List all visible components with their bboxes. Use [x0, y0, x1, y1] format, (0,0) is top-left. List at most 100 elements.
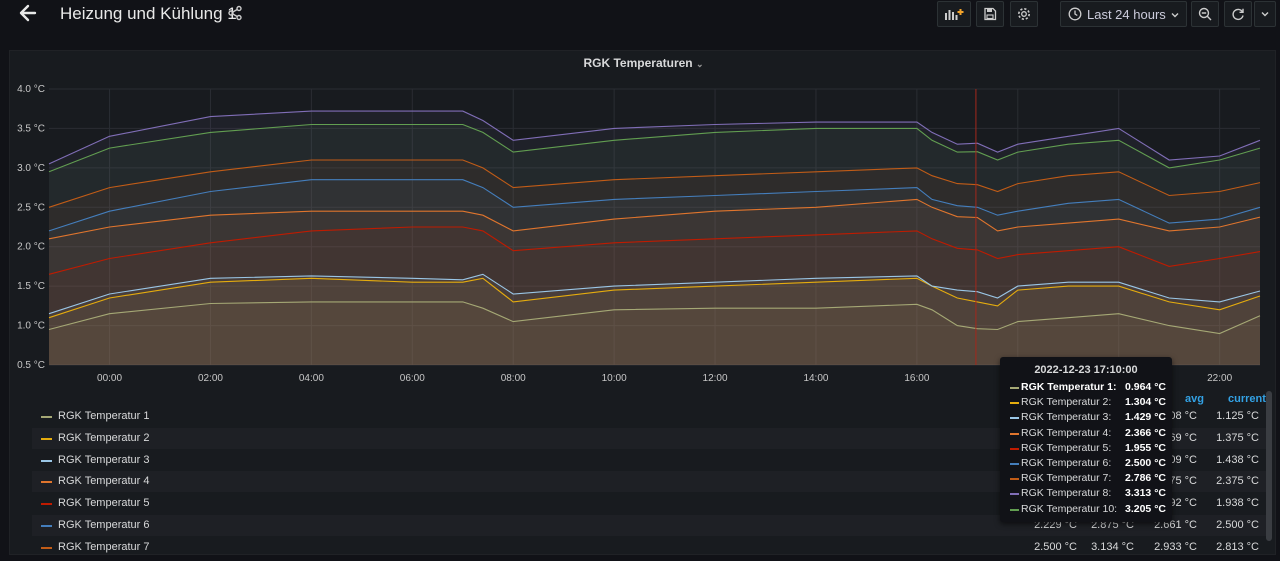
legend-value-current: 2.500 °C [1216, 519, 1259, 531]
legend-header-avg[interactable]: avg [1185, 393, 1204, 405]
x-tick-label: 16:00 [904, 373, 929, 384]
series-area [49, 278, 1260, 365]
tooltip-series-value: 3.205 °C [1125, 502, 1166, 515]
y-tick-label: 1.0 °C [17, 321, 45, 332]
x-tick-label: 00:00 [97, 373, 122, 384]
legend-value-avg: 2.661 °C [1154, 519, 1197, 531]
tooltip-series-value: 1.955 °C [1125, 441, 1166, 454]
series-color-swatch [1010, 417, 1019, 420]
series-color-swatch [1010, 432, 1019, 435]
legend-value-current: 2.375 °C [1216, 475, 1259, 488]
series-color-swatch[interactable] [41, 416, 52, 418]
series-name[interactable]: RGK Temperatur 7 [58, 540, 150, 553]
chevron-down-icon: ⌄ [695, 59, 704, 69]
tooltip-series-value: 1.429 °C [1125, 411, 1166, 424]
legend-header-current[interactable]: current [1228, 393, 1266, 405]
x-tick-label: 22:00 [1207, 373, 1232, 384]
series-color-swatch [1010, 402, 1019, 405]
tooltip-row: RGK Temperatur 2: 1.304 °C [1010, 396, 1168, 411]
legend-value-current: 1.125 °C [1216, 410, 1259, 422]
dashboard-title[interactable]: Heizung und Kühlung 1 [60, 4, 237, 23]
tooltip-series-name: RGK Temperatur 2: [1021, 396, 1112, 409]
tooltip-series-value: 2.786 °C [1125, 472, 1166, 485]
refresh-interval-dropdown[interactable] [1254, 1, 1276, 27]
series-color-swatch [1010, 447, 1019, 450]
series-line [48, 301, 1261, 335]
series-name[interactable]: RGK Temperatur 6 [58, 519, 150, 531]
series-area [49, 227, 1260, 365]
time-series-chart[interactable]: 4.0 °C 3.5 °C 3.0 °C 2.5 °C 2.0 °C 1.5 °C 1.0 … [10, 51, 1277, 396]
series-color-swatch [1010, 508, 1019, 511]
series-line [48, 123, 1261, 173]
series-area [49, 199, 1260, 365]
series-area [49, 179, 1260, 365]
add-panel-button[interactable] [937, 1, 971, 27]
y-tick-label: 0.5 °C [17, 360, 45, 371]
legend-row[interactable]: RGK Temperatur 7 2.500 °C 3.134 °C 2.933 °C… [32, 537, 1270, 558]
series-name[interactable]: RGK Temperatur 3 [58, 453, 150, 466]
series-color-swatch[interactable] [41, 481, 52, 484]
series-color-swatch [1010, 387, 1019, 389]
legend-row[interactable]: RGK Temperatur 6 2.229 °C 2.875 °C 2.661 °C… [32, 515, 1270, 536]
time-range-picker[interactable]: Last 24 hours [1060, 1, 1187, 27]
tooltip-row: RGK Temperatur 3: 1.429 °C [1010, 411, 1168, 426]
legend-value-avg: 2.933 °C [1154, 540, 1197, 553]
tooltip-series-name: RGK Temperatur 6: [1021, 457, 1112, 469]
series-name[interactable]: RGK Temperatur 1 [58, 410, 150, 422]
tooltip-row: RGK Temperatur 7: 2.786 °C [1010, 472, 1168, 487]
series-name[interactable]: RGK Temperatur 4 [58, 475, 150, 488]
legend-value-max: 2.875 °C [1091, 519, 1134, 531]
refresh-icon [1232, 8, 1244, 21]
series-color-swatch[interactable] [41, 525, 52, 527]
back-arrow-icon[interactable] [16, 2, 40, 26]
y-tick-label: 4.0 °C [17, 84, 45, 95]
series-name[interactable]: RGK Temperatur 5 [58, 497, 150, 510]
tooltip-series-name: RGK Temperatur 5: [1021, 441, 1112, 454]
dashboard-settings-button[interactable] [1010, 1, 1038, 27]
share-icon[interactable] [227, 5, 243, 21]
x-tick-label: 12:00 [703, 373, 728, 384]
series-area [49, 124, 1260, 365]
panel-title[interactable]: RGK Temperaturen ⌄ [583, 56, 704, 70]
legend-value-max: 3.134 °C [1091, 540, 1134, 553]
legend-value-min: 2.500 °C [1034, 540, 1077, 553]
series-color-swatch[interactable] [41, 503, 52, 506]
x-tick-label: 10:00 [602, 373, 627, 384]
x-tick-label: 02:00 [198, 373, 223, 384]
x-tick-label: 14:00 [803, 373, 828, 384]
series-area [49, 274, 1260, 365]
series-name[interactable]: RGK Temperatur 2 [58, 431, 150, 444]
series-area [49, 301, 1260, 365]
series-color-swatch[interactable] [41, 459, 52, 462]
series-line [48, 226, 1261, 275]
legend-value-current: 1.938 °C [1216, 497, 1259, 510]
tooltip-row: RGK Temperatur 5: 1.955 °C [1010, 442, 1168, 457]
series-color-swatch[interactable] [41, 546, 52, 549]
tooltip-time: 2022-12-23 17:10:00 [1034, 364, 1138, 376]
legend-row[interactable]: RGK Temperatur 4 475 °C 2.375 °C [32, 471, 1270, 493]
legend-row[interactable]: RGK Temperatur 2 469 °C 1.375 °C [32, 427, 1270, 449]
tooltip-series-name: RGK Temperatur 1: [1021, 381, 1117, 393]
legend-scrollbar[interactable] [1266, 391, 1272, 541]
chevron-down-icon [1170, 8, 1180, 23]
refresh-button[interactable] [1224, 1, 1252, 27]
save-dashboard-button[interactable] [976, 1, 1004, 27]
legend-value-current: 1.438 °C [1216, 453, 1259, 466]
chevron-down-icon [1261, 12, 1269, 17]
series-color-swatch [1010, 493, 1019, 496]
time-range-label: Last 24 hours [1087, 7, 1166, 22]
legend-value-min: 2.229 °C [1034, 519, 1077, 531]
series-color-swatch[interactable] [41, 437, 52, 440]
zoom-out-button[interactable] [1191, 1, 1219, 27]
gear-icon [1018, 8, 1030, 20]
tooltip-series-name: RGK Temperatur 4: [1021, 426, 1112, 439]
tooltip-series-name: RGK Temperatur 3: [1021, 411, 1112, 424]
zoom-out-icon [1198, 7, 1212, 21]
x-tick-label: 06:00 [400, 373, 425, 384]
tooltip-series-value: 3.313 °C [1125, 487, 1166, 500]
tooltip-series-value: 0.964 °C [1125, 381, 1166, 393]
series-line [48, 110, 1261, 165]
tooltip-row: RGK Temperatur 8: 3.313 °C [1010, 487, 1168, 502]
tooltip-row: RGK Temperatur 4: 2.366 °C [1010, 427, 1168, 442]
tooltip-row: RGK Temperatur 1: 0.964 °C [1010, 381, 1168, 396]
